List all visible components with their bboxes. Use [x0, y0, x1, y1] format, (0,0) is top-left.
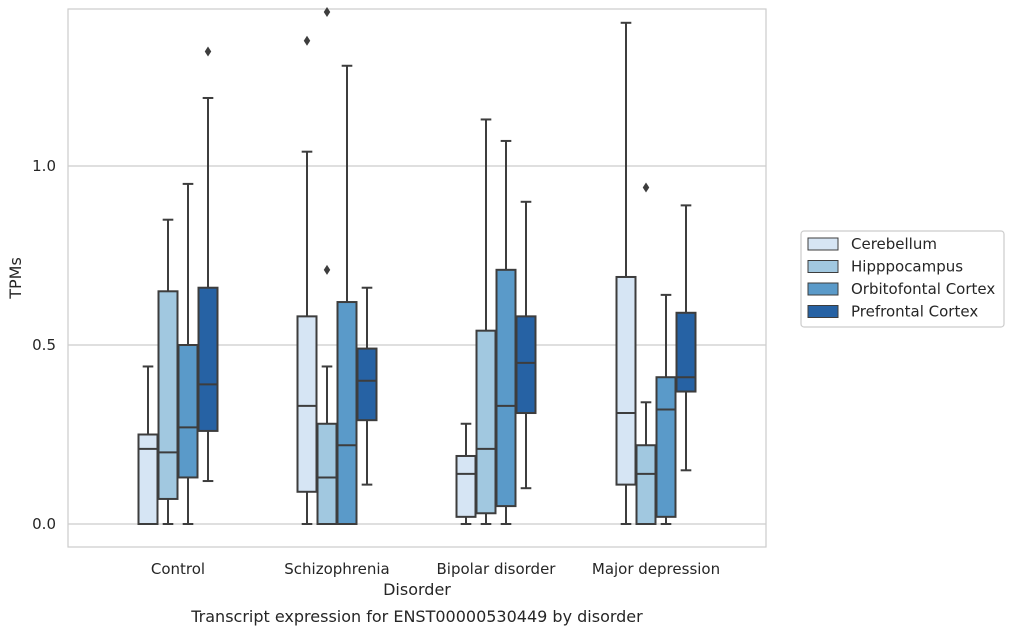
iqr-box — [197, 286, 219, 432]
legend-swatch — [807, 237, 839, 251]
iqr-box — [296, 315, 318, 493]
legend-label: Cerebellum — [851, 235, 937, 253]
legend-swatch — [807, 305, 839, 318]
box-prefrontal-cortex — [675, 204, 697, 472]
x-tick-label: Bipolar disorder — [437, 560, 557, 578]
legend-label: Prefrontal Cortex — [851, 303, 978, 321]
outlier-point — [303, 35, 311, 46]
x-tick-labels: Control Schizophrenia Bipolar disorder Majo… — [151, 560, 720, 578]
x-tick-label: Schizophrenia — [284, 560, 389, 578]
iqr-box — [635, 444, 657, 525]
iqr-box — [177, 344, 199, 479]
iqr-box — [675, 311, 697, 393]
iqr-box — [336, 301, 358, 526]
box-cerebellum — [296, 35, 318, 525]
iqr-box — [157, 290, 179, 500]
x-tick-label: Control — [151, 560, 205, 578]
y-axis-title: TPMs — [6, 257, 25, 300]
x-tick-label: Major depression — [592, 560, 720, 578]
iqr-box — [356, 347, 378, 422]
outlier-point — [204, 46, 212, 57]
iqr-box — [316, 422, 338, 526]
box-cerebellum — [455, 422, 477, 525]
plot-area-frame — [67, 8, 767, 548]
box-hipppocampus — [475, 118, 497, 525]
y-tick-label: 1.0 — [32, 157, 56, 175]
box-prefrontal-cortex — [356, 286, 378, 486]
legend-label: Hipppocampus — [851, 258, 963, 276]
legend-label: Orbitofontal Cortex — [851, 280, 995, 298]
box-cerebellum — [615, 21, 637, 525]
boxes — [137, 7, 697, 526]
y-tick-label: 0.5 — [32, 336, 56, 354]
box-prefrontal-cortex — [197, 46, 219, 483]
y-tick-label: 0.0 — [32, 515, 56, 533]
y-tick-labels: 0.00.51.01.52.02.5 — [32, 157, 56, 533]
outlier-point — [323, 7, 331, 18]
legend-frame — [800, 230, 1005, 328]
x-axis-title: Disorder — [383, 580, 451, 599]
box-hipppocampus — [157, 218, 179, 525]
box-hipppocampus — [635, 182, 657, 525]
iqr-box — [455, 454, 477, 518]
box-prefrontal-cortex — [515, 200, 537, 490]
legend: Cerebellum Hipppocampus Orbitofontal Corte… — [800, 230, 1005, 328]
iqr-box — [475, 329, 497, 515]
iqr-box — [515, 315, 537, 415]
iqr-box — [495, 268, 517, 508]
outlier-point — [642, 182, 650, 193]
legend-swatch — [807, 260, 839, 273]
box-orbitofontal-cortex — [655, 293, 677, 525]
chart-caption: Transcript expression for ENST0000053044… — [190, 607, 643, 626]
outlier-point — [323, 264, 331, 275]
iqr-box — [655, 376, 677, 518]
legend-swatch — [807, 282, 839, 296]
iqr-box — [615, 275, 637, 486]
